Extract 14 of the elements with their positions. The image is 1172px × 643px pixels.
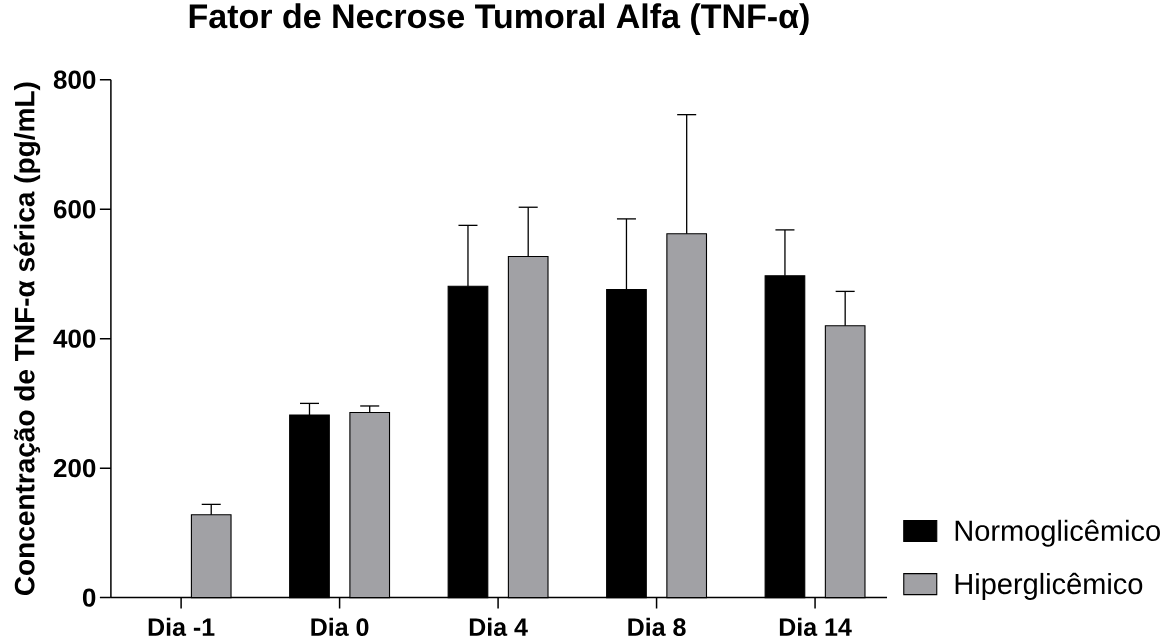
y-axis-title: Concentração de TNF-α sérica (pg/mL) [13,82,41,596]
y-tick-label: 200 [53,458,96,478]
y-tick-label: 800 [53,70,96,89]
x-tick-label: Dia 8 [628,617,686,636]
y-tick-label: 0 [82,588,96,607]
x-tick-label: Dia 14 [779,617,852,636]
x-tick-label: Dia -1 [148,617,215,636]
legend-label: Hiperglicêmico [955,572,1143,600]
x-tick-label: Dia 4 [469,617,528,636]
chart-title: Fator de Necrose Tumoral Alfa (TNF-α) [189,3,809,36]
x-tick-label: Dia 0 [311,617,369,636]
legend-label: Normoglicêmico [955,519,1160,547]
y-tick-label: 600 [53,199,96,219]
y-tick-label: 400 [53,329,96,348]
